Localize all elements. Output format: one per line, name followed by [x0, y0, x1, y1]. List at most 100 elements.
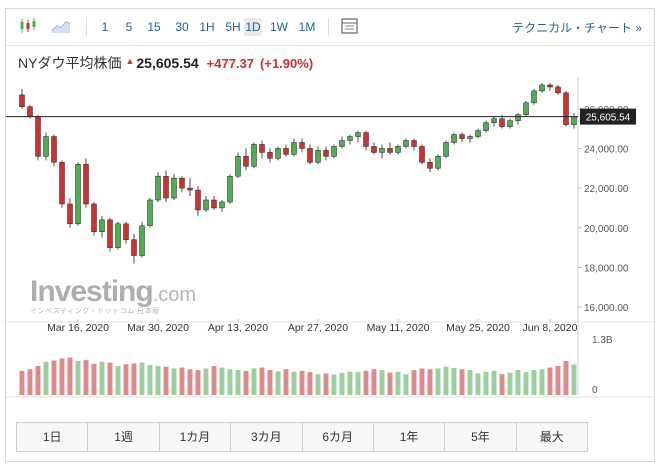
- volume-bar: [163, 366, 169, 395]
- candle[interactable]: [195, 186, 201, 216]
- period-button[interactable]: 3カ月: [231, 423, 303, 451]
- area-chart-icon[interactable]: [50, 17, 72, 35]
- candle[interactable]: [555, 84, 561, 95]
- candle[interactable]: [91, 201, 97, 236]
- candle[interactable]: [355, 130, 361, 143]
- candle[interactable]: [243, 148, 249, 171]
- candle[interactable]: [211, 196, 217, 210]
- period-button[interactable]: 最大: [539, 430, 564, 444]
- candle[interactable]: [131, 233, 137, 264]
- candle[interactable]: [235, 152, 241, 179]
- candle[interactable]: [187, 178, 193, 197]
- candle[interactable]: [347, 134, 353, 145]
- candle[interactable]: [171, 174, 177, 200]
- candle[interactable]: [307, 144, 313, 165]
- candle[interactable]: [275, 146, 281, 161]
- period-button[interactable]: 6カ月: [303, 423, 374, 451]
- candle[interactable]: [323, 146, 329, 161]
- candle[interactable]: [51, 134, 57, 167]
- candle[interactable]: [491, 116, 497, 127]
- volume-bar: [171, 368, 177, 395]
- candle[interactable]: [459, 132, 465, 143]
- volume-bar: [195, 370, 201, 395]
- candle[interactable]: [227, 174, 233, 204]
- candle[interactable]: [411, 138, 417, 151]
- candle[interactable]: [99, 215, 105, 238]
- period-button[interactable]: 1日: [17, 423, 89, 451]
- candle[interactable]: [75, 162, 81, 226]
- technical-chart-link[interactable]: テクニカル・チャート »: [512, 21, 642, 35]
- timeframe-button[interactable]: 5: [125, 20, 133, 34]
- candle[interactable]: [267, 148, 273, 163]
- volume-bar: [515, 370, 521, 395]
- candle[interactable]: [571, 112, 577, 129]
- candle[interactable]: [163, 170, 169, 202]
- candle[interactable]: [363, 130, 369, 151]
- period-button[interactable]: 1週: [88, 423, 160, 451]
- candle[interactable]: [403, 138, 409, 149]
- candle[interactable]: [219, 200, 225, 212]
- period-button[interactable]: 1年: [374, 423, 446, 451]
- timeframe-button[interactable]: 5H: [225, 20, 241, 34]
- candle[interactable]: [435, 154, 441, 171]
- candle[interactable]: [427, 158, 433, 173]
- candlestick-chart[interactable]: 16,000.00 18,000.00 20,000.00 22,000.00 24,0…: [6, 9, 654, 414]
- candle[interactable]: [387, 142, 393, 155]
- candle[interactable]: [419, 144, 425, 165]
- candle[interactable]: [451, 132, 457, 145]
- candle[interactable]: [331, 144, 337, 159]
- candle[interactable]: [475, 128, 481, 139]
- candle[interactable]: [547, 82, 553, 91]
- candle[interactable]: [291, 138, 297, 157]
- timeframe-button[interactable]: 1D: [244, 18, 262, 36]
- volume-bar: [307, 372, 313, 395]
- volume-bar: [19, 370, 25, 395]
- candle[interactable]: [19, 88, 25, 109]
- candle[interactable]: [339, 136, 345, 149]
- x-tick-label: Mar 30, 2020: [127, 322, 189, 334]
- candle[interactable]: [371, 142, 377, 155]
- candle[interactable]: [259, 140, 265, 159]
- candle[interactable]: [539, 82, 545, 93]
- candle[interactable]: [67, 198, 73, 228]
- candle[interactable]: [443, 140, 449, 159]
- volume-bar: [83, 360, 89, 395]
- period-button[interactable]: 1カ月: [160, 423, 232, 451]
- candle[interactable]: [507, 118, 513, 129]
- candle[interactable]: [179, 176, 185, 193]
- timeframe-button[interactable]: 15: [147, 20, 161, 34]
- volume-bar: [435, 368, 441, 395]
- candle[interactable]: [523, 100, 529, 117]
- candle[interactable]: [531, 88, 537, 105]
- candle[interactable]: [115, 221, 121, 250]
- timeframe-button[interactable]: 1H: [199, 20, 215, 34]
- candle[interactable]: [147, 198, 153, 228]
- candle[interactable]: [139, 221, 145, 258]
- candle[interactable]: [379, 144, 385, 159]
- candle[interactable]: [83, 158, 89, 208]
- candle[interactable]: [515, 112, 521, 125]
- timeframe-button[interactable]: 30: [175, 20, 189, 34]
- timeframe-button[interactable]: 1: [101, 20, 109, 34]
- candle[interactable]: [395, 144, 401, 155]
- table-view-icon[interactable]: [340, 17, 360, 35]
- period-button[interactable]: 5年: [445, 423, 517, 451]
- candle[interactable]: [155, 172, 161, 202]
- candle[interactable]: [203, 196, 209, 212]
- timeframe-button[interactable]: 1M: [298, 20, 316, 34]
- candle[interactable]: [315, 146, 321, 165]
- candle[interactable]: [123, 221, 129, 244]
- candle[interactable]: [43, 132, 49, 161]
- timeframe-button[interactable]: 1W: [270, 20, 288, 34]
- candle[interactable]: [59, 160, 65, 208]
- candle[interactable]: [299, 138, 305, 153]
- candle[interactable]: [467, 134, 473, 143]
- volume-bar: [107, 362, 113, 395]
- candle[interactable]: [251, 142, 257, 169]
- candle[interactable]: [107, 217, 113, 252]
- candle[interactable]: [283, 144, 289, 157]
- candle[interactable]: [563, 90, 569, 127]
- candlestick-chart-icon[interactable]: [18, 17, 38, 35]
- candle[interactable]: [483, 120, 489, 133]
- candle[interactable]: [35, 114, 41, 161]
